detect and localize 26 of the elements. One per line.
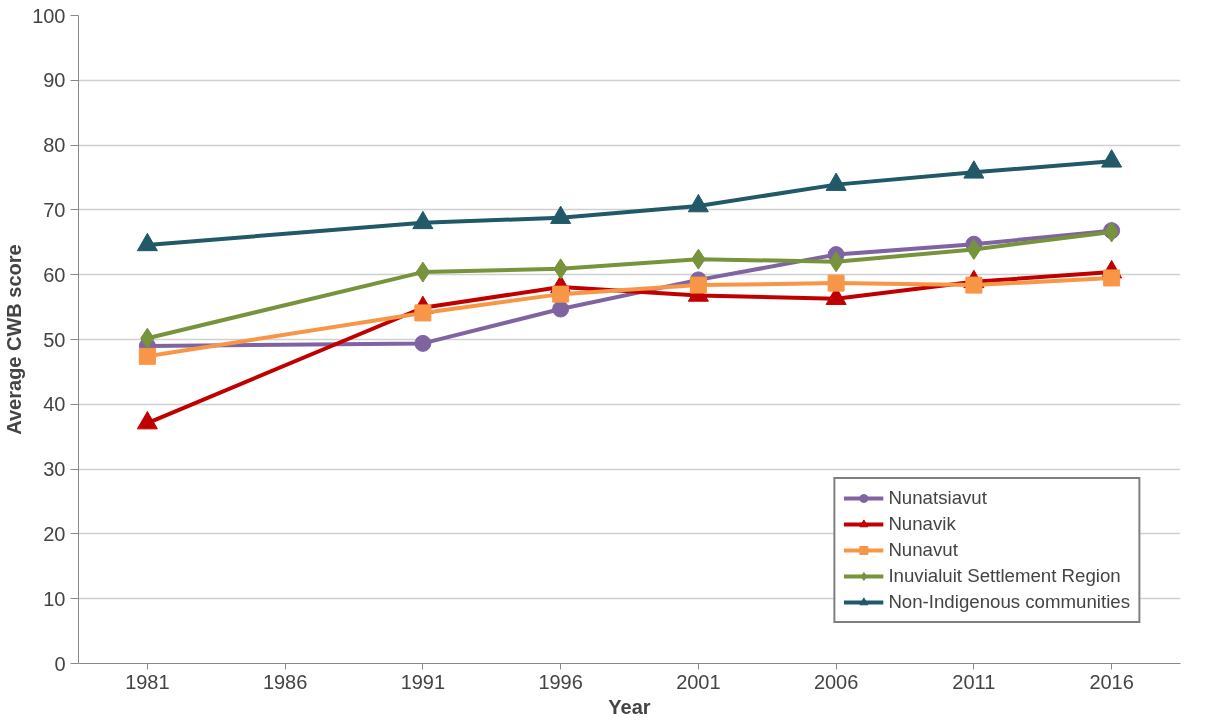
y-tick-label: 90	[43, 69, 66, 92]
x-tick-label: 1981	[125, 670, 170, 693]
legend-label: Inuvialuit Settlement Region	[888, 565, 1121, 587]
x-tick-label: 2006	[813, 670, 859, 693]
legend-label: Nunavik	[888, 513, 956, 535]
y-tick-label: 30	[43, 458, 66, 481]
y-tick-label: 0	[54, 652, 66, 675]
x-tick-label: 2001	[676, 670, 721, 693]
x-tick-label: 1986	[262, 670, 308, 693]
legend-label: Nunatsiavut	[888, 487, 987, 509]
y-tick-label: 40	[43, 393, 66, 416]
x-tick-label: 2011	[952, 670, 996, 693]
x-axis-title: Year	[608, 695, 651, 718]
legend-label: Nunavut	[888, 539, 958, 561]
y-tick-label: 20	[43, 522, 66, 545]
y-tick-label: 80	[43, 134, 66, 157]
y-tick-label: 50	[43, 328, 66, 351]
x-tick-label: 1996	[538, 670, 583, 693]
y-tick-label: 70	[43, 198, 66, 221]
y-axis-title: Average CWB score	[3, 244, 26, 435]
legend-label: Non-Indigenous communities	[888, 591, 1130, 613]
y-tick-label: 100	[32, 4, 66, 27]
x-tick-label: 2016	[1089, 670, 1134, 693]
y-tick-label: 10	[43, 587, 66, 610]
y-tick-label: 60	[43, 263, 66, 286]
x-tick-label: 1991	[400, 670, 446, 693]
